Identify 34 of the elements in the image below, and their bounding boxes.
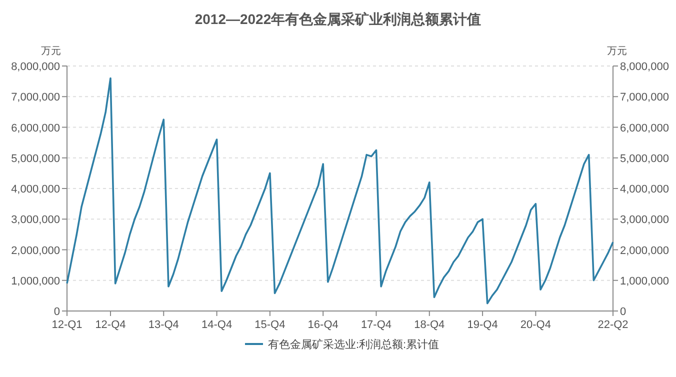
y2-tick-label: 5,000,000 xyxy=(620,152,669,165)
y2-tick-label: 1,000,000 xyxy=(620,275,669,288)
y2-tick-label: 3,000,000 xyxy=(620,214,669,226)
y2-tick-label: 6,000,000 xyxy=(620,122,669,134)
x-tick-label: 18-Q4 xyxy=(414,319,445,331)
y-tick-label: 4,000,000 xyxy=(11,184,60,196)
y-tick-label: 1,000,000 xyxy=(11,275,60,288)
x-tick-label: 19-Q4 xyxy=(467,319,498,331)
y2-tick-label: 4,000,000 xyxy=(620,184,669,196)
x-tick-label: 20-Q4 xyxy=(520,319,551,331)
y-tick-label: 8,000,000 xyxy=(11,61,60,73)
x-tick-label: 15-Q4 xyxy=(254,319,286,331)
legend-label: 有色金属矿采选业:利润总额:累计值 xyxy=(268,338,440,351)
y2-tick-label: 7,000,000 xyxy=(620,92,669,104)
x-tick-label: 12-Q4 xyxy=(95,319,126,331)
y2-tick-label: 8,000,000 xyxy=(620,61,669,73)
y2-axis-title: 万元 xyxy=(607,46,627,57)
y-tick-label: 3,000,000 xyxy=(11,214,60,226)
y-tick-label: 2,000,000 xyxy=(11,244,60,257)
y-tick-label: 5,000,000 xyxy=(11,152,60,165)
y-tick-label: 7,000,000 xyxy=(11,92,60,104)
y2-tick-label: 0 xyxy=(620,306,626,318)
y-tick-label: 6,000,000 xyxy=(11,122,60,134)
x-tick-label: 17-Q4 xyxy=(360,319,392,331)
x-tick-label: 12-Q1 xyxy=(52,319,82,331)
x-tick-label: 22-Q2 xyxy=(598,319,628,331)
x-tick-label: 13-Q4 xyxy=(148,319,179,331)
y2-tick-label: 2,000,000 xyxy=(620,244,669,257)
line-series xyxy=(66,77,614,304)
y-tick-label: 0 xyxy=(54,306,60,318)
x-tick-label: 14-Q4 xyxy=(202,319,232,331)
y-axis-title: 万元 xyxy=(41,46,61,57)
x-tick-label: 16-Q4 xyxy=(308,319,338,331)
chart-title: 2012—2022年有色金属采矿业利润总额累计值 xyxy=(194,11,482,27)
